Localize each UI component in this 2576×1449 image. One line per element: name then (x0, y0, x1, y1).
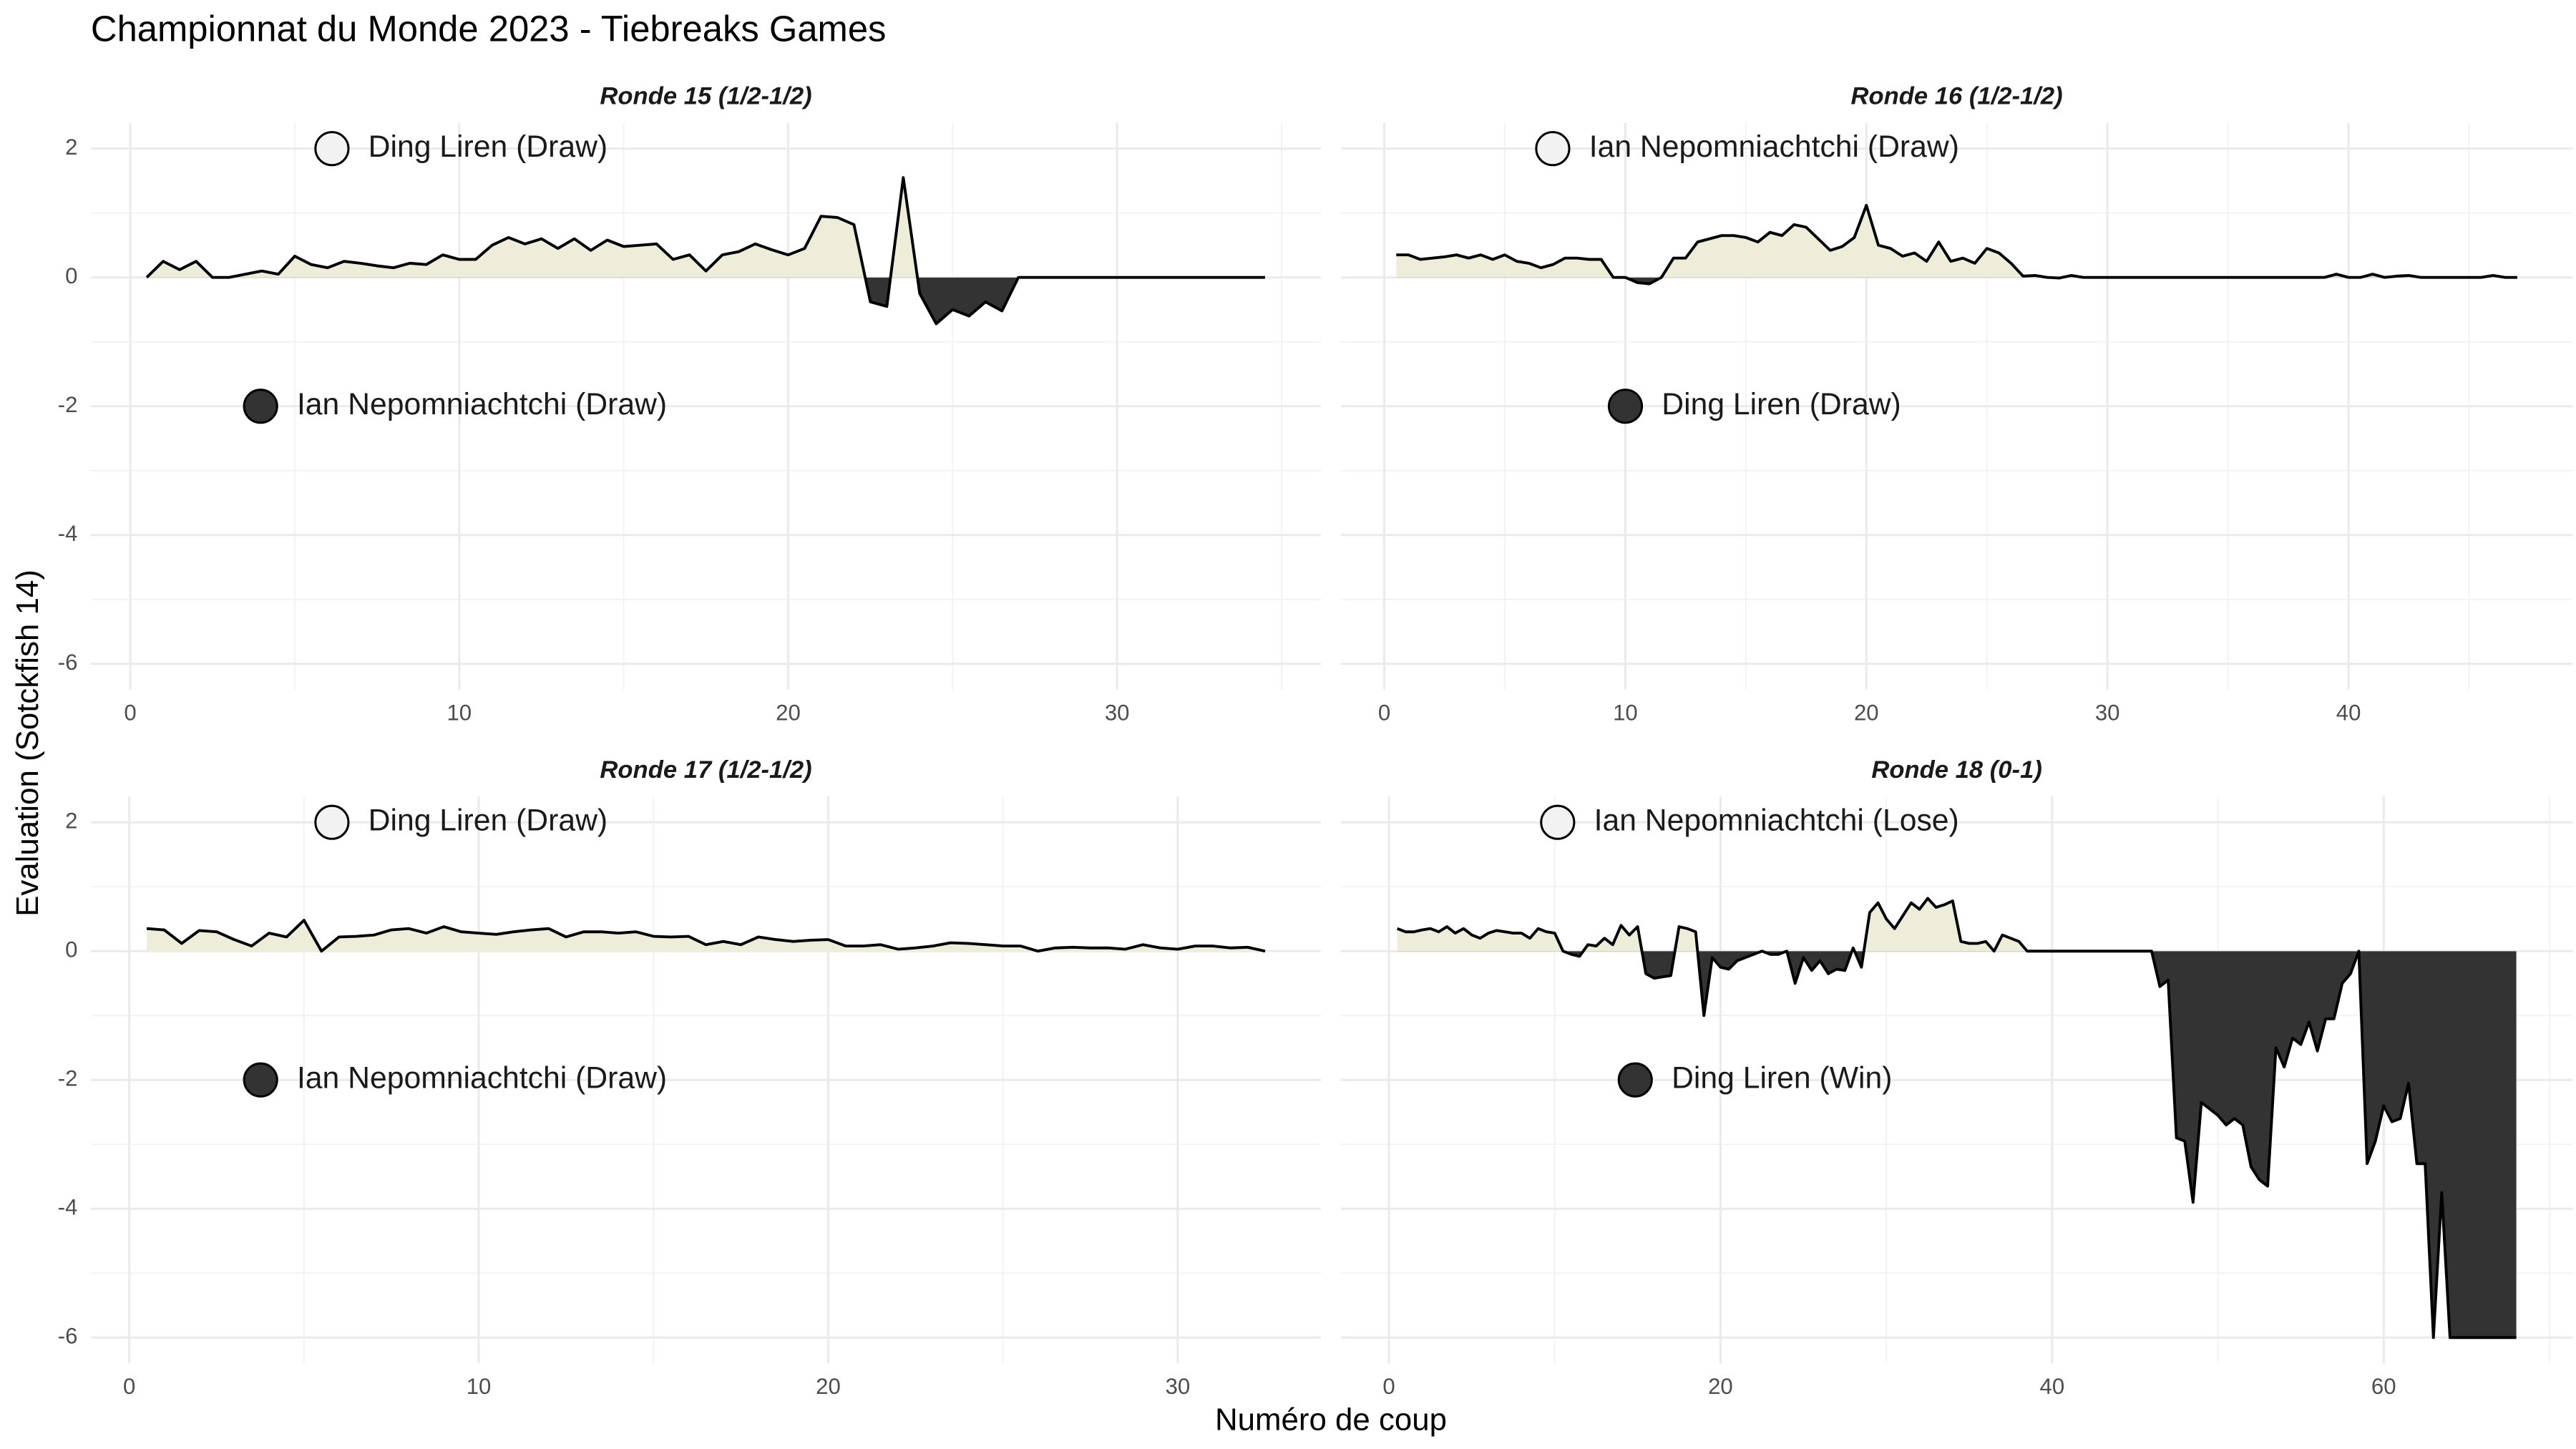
white-label: Ding Liren (Draw) (369, 130, 608, 164)
positive-area (1397, 898, 2028, 952)
black-label: Ding Liren (Draw) (1662, 387, 1901, 421)
white-label: Ding Liren (Draw) (369, 804, 608, 838)
white-marker (314, 804, 350, 840)
black-label: Ian Nepomniachtchi (Draw) (297, 387, 667, 421)
black-marker (243, 1062, 278, 1098)
x-tick-label: 40 (2040, 1374, 2065, 1399)
negative-area (1397, 951, 2517, 1338)
x-tick-label: 10 (467, 1374, 492, 1399)
positive-area (147, 177, 1266, 278)
line (146, 919, 1266, 953)
panel: 0 20 40 60 Ronde 18 (0-1) Ian Nepomniachtchi … (1340, 756, 2573, 1399)
x-tick-label: 10 (447, 701, 472, 726)
y-tick-label: -4 (58, 521, 78, 546)
line (145, 176, 1266, 326)
y-tick-label: 0 (65, 263, 77, 288)
black-label: Ding Liren (Win) (1672, 1061, 1892, 1096)
y-axis-title: Evaluation (Sotckfish 14) (10, 570, 45, 917)
y-tick-label: -4 (58, 1194, 78, 1219)
line (1396, 203, 2517, 286)
y-tick-label: 2 (65, 808, 77, 833)
positive-area (147, 920, 1266, 952)
panel: 0 10 20 30 40 Ronde 16 (1/2-1/2) Ian Nepomniac… (1340, 82, 2573, 726)
black-marker (243, 389, 278, 424)
x-tick-label: 0 (1382, 1374, 1395, 1399)
x-tick-label: 0 (123, 1374, 135, 1399)
white-marker (1540, 804, 1576, 840)
x-tick-label: 20 (1708, 1374, 1733, 1399)
y-tick-label: -6 (58, 650, 78, 675)
panel-title: Ronde 15 (1/2-1/2) (600, 82, 811, 109)
x-tick-label: 60 (2371, 1374, 2396, 1399)
y-tick-label: -2 (58, 392, 78, 417)
panel-title: Ronde 17 (1/2-1/2) (600, 756, 811, 784)
negative-area (147, 277, 1266, 324)
white-marker (314, 131, 350, 167)
x-tick-label: 20 (776, 701, 801, 726)
x-axis-title: Numéro de coup (1215, 1402, 1447, 1438)
y-tick-label: 0 (65, 937, 77, 962)
x-tick-label: 10 (1613, 701, 1638, 726)
x-tick-label: 0 (1378, 701, 1390, 726)
white-label: Ian Nepomniachtchi (Draw) (1589, 130, 1959, 164)
x-tick-label: 30 (1105, 701, 1130, 726)
black-label: Ian Nepomniachtchi (Draw) (297, 1061, 667, 1096)
white-marker (1535, 131, 1571, 167)
panel-title: Ronde 18 (0-1) (1871, 756, 2041, 784)
panel-title: Ronde 16 (1/2-1/2) (1851, 82, 2063, 109)
x-tick-label: 0 (124, 701, 136, 726)
x-tick-label: 20 (1854, 701, 1879, 726)
y-tick-label: -6 (58, 1323, 78, 1348)
line (1396, 897, 2517, 1340)
white-label: Ian Nepomniachtchi (Lose) (1594, 804, 1959, 838)
chart-title: Championnat du Monde 2023 - Tiebreaks Ga… (91, 8, 887, 49)
y-tick-label: 2 (65, 135, 77, 160)
x-tick-label: 30 (1166, 1374, 1191, 1399)
y-tick-label: -2 (58, 1065, 78, 1091)
black-marker (1617, 1062, 1653, 1098)
x-tick-label: 20 (816, 1374, 841, 1399)
x-tick-label: 40 (2336, 701, 2361, 726)
black-marker (1607, 389, 1644, 424)
x-tick-label: 30 (2095, 701, 2120, 726)
